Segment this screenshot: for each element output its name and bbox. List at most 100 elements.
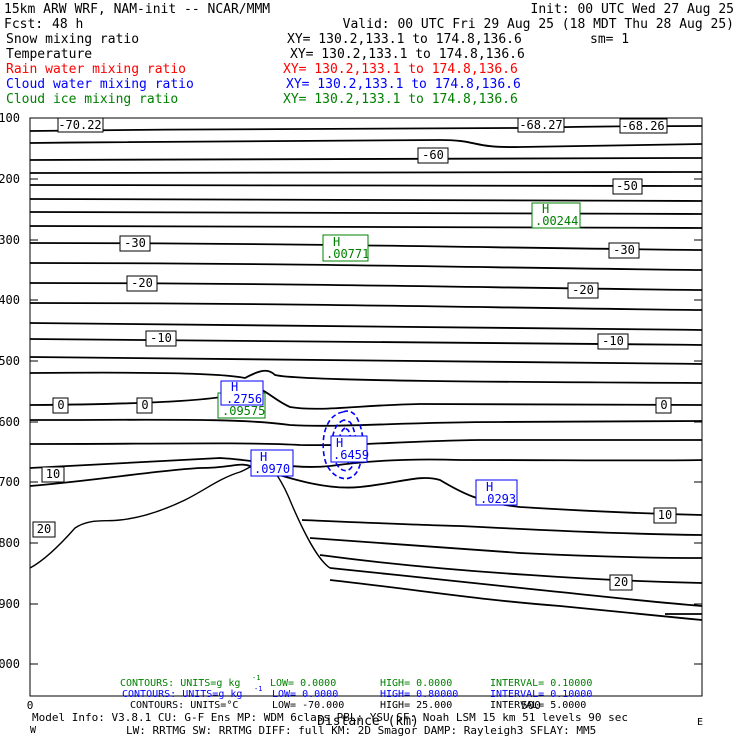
ice-max-value: .00771	[326, 247, 369, 261]
ice-max-value: .09575	[222, 404, 265, 418]
isotherm	[29, 211, 703, 215]
plot-frame	[29, 117, 703, 697]
water-max-value: .2756	[226, 392, 262, 406]
y-tick-label: 1000	[0, 657, 20, 671]
isotherm	[29, 463, 703, 516]
valid-time: Valid: 00 UTC Fri 29 Aug 25 (18 MDT Thu …	[343, 17, 734, 32]
isotherm	[29, 322, 703, 331]
isotherm	[29, 418, 703, 427]
isotherm	[301, 519, 703, 536]
y-tick-label: 200	[0, 172, 20, 186]
water-contour-units-sup: -1	[254, 685, 262, 693]
field-name-cloud-water: Cloud water mixing ratio	[6, 77, 194, 92]
field-name-rain: Rain water mixing ratio	[6, 62, 186, 77]
west-marker: W	[30, 725, 37, 736]
temp-contour-low: LOW= -70.000	[272, 700, 344, 711]
y-tick-label: 100	[0, 111, 20, 125]
isotherm	[29, 139, 703, 148]
ice-contour-low: LOW= 0.0000	[270, 678, 336, 689]
isotherm	[29, 356, 703, 365]
isotherm-label: -30	[124, 236, 146, 250]
y-tick-label: 400	[0, 293, 20, 307]
field-name-temperature: Temperature	[6, 47, 92, 62]
model-info-line2: LW: RRTMG SW: RRTMG DIFF: full KM: 2D Sm…	[126, 724, 596, 737]
temp-contour-high: HIGH= 25.000	[380, 700, 452, 711]
field-name-cloud-ice: Cloud ice mixing ratio	[6, 92, 178, 107]
y-tick-label: 800	[0, 536, 20, 550]
x-tick-label: 500	[521, 699, 541, 712]
temp-contour-interval: INTERVAL= 5.0000	[490, 700, 586, 711]
y-tick-label: 500	[0, 354, 20, 368]
water-max-marker: H	[231, 380, 238, 394]
isotherm-label: -20	[572, 283, 594, 297]
cloud-water-contour	[322, 410, 364, 480]
ice-max-marker: H	[542, 202, 549, 216]
field-xy-cloud-ice: XY= 130.2,133.1 to 174.8,136.6	[283, 92, 518, 107]
field-xy-cloud-water: XY= 130.2,133.1 to 174.8,136.6	[286, 77, 521, 92]
isotherm-label: -68.27	[519, 118, 562, 132]
isotherm-label: -68.26	[621, 119, 664, 133]
init-time: Init: 00 UTC Wed 27 Aug 25	[531, 2, 735, 17]
field-xy-rain: XY= 130.2,133.1 to 174.8,136.6	[283, 62, 518, 77]
water-contour-interval: INTERVAL= 0.10000	[490, 689, 592, 700]
x-axis: 0 500 Distance (km)	[27, 699, 541, 729]
isotherm	[29, 457, 703, 469]
water-max-value: .0970	[254, 462, 290, 476]
field-name-snow: Snow mixing ratio	[6, 32, 139, 47]
field-xy-snow: XY= 130.2,133.1 to 174.8,136.6	[287, 32, 522, 47]
water-max-marker: H	[260, 450, 267, 464]
isotherm-label: -60	[422, 148, 444, 162]
y-tick-label: 700	[0, 475, 20, 489]
isotherm-label: -30	[613, 243, 635, 257]
water-contour-units: CONTOURS: UNITS=g kg	[122, 689, 242, 700]
isotherm	[29, 262, 703, 271]
isotherm	[29, 439, 702, 447]
ice-max-value: .00244	[535, 214, 578, 228]
ice-contour-interval: INTERVAL= 0.10000	[490, 678, 592, 689]
y-tick-label: 600	[0, 415, 20, 429]
isotherm	[29, 369, 703, 384]
x-axis-label: Distance (km)	[317, 714, 419, 729]
water-contour-high: HIGH= 0.80000	[380, 689, 458, 700]
isotherm	[29, 184, 703, 187]
isotherm-label: 10	[658, 508, 672, 522]
temperature-labels: -70.22 -68.27 -68.26 -60 -50 -30 -30 -20…	[32, 117, 677, 591]
isotherm-label: -10	[602, 334, 624, 348]
isotherm	[29, 125, 703, 132]
field-extra-snow: sm= 1	[590, 32, 629, 47]
isotherm-label: -50	[616, 179, 638, 193]
water-contour-low: LOW= 0.0000	[272, 689, 338, 700]
water-max-value: .6459	[333, 448, 369, 462]
fcst-label: Fcst:	[4, 17, 43, 32]
isotherm-label: -20	[131, 276, 153, 290]
y-axis: 100 200 300 400 500 600 700 800 900 1000	[0, 111, 702, 671]
temp-contour-units: CONTOURS: UNITS=°C	[130, 700, 238, 711]
isotherm-label: 0	[141, 398, 148, 412]
isotherm	[319, 554, 703, 584]
water-max-value: .0293	[480, 492, 516, 506]
temperature-contours	[29, 125, 703, 621]
contour-info: CONTOURS: UNITS=g kg -1 LOW= 0.0000 HIGH…	[120, 674, 592, 711]
cloud-ice-maxima: H .00771 H .00244 H .09575	[217, 202, 581, 419]
isotherm	[29, 157, 703, 161]
isotherm	[29, 171, 703, 174]
water-max-marker: H	[486, 480, 493, 494]
isotherm-label: 20	[614, 575, 628, 589]
water-max-marker: H	[336, 436, 343, 450]
model-info-line1: Model Info: V3.8.1 CU: G-F Ens MP: WDM 6…	[32, 711, 628, 724]
east-marker: E	[697, 717, 703, 728]
isotherm-label: 10	[46, 467, 60, 481]
isotherm	[309, 537, 703, 559]
fcst-value: 48 h	[52, 17, 83, 32]
isotherm-label: 0	[57, 398, 64, 412]
isotherm	[29, 225, 703, 229]
cloud-water-maxima: H .2756 H .6459 H .0970 H .0293	[220, 380, 518, 506]
ice-contour-units-sup: -1	[252, 674, 260, 682]
model-info-footer: Model Info: V3.8.1 CU: G-F Ens MP: WDM 6…	[30, 711, 703, 737]
isotherm	[29, 302, 703, 311]
isotherm-label: -70.22	[58, 118, 101, 132]
isotherm-label: -10	[150, 331, 172, 345]
isotherm	[29, 387, 703, 410]
